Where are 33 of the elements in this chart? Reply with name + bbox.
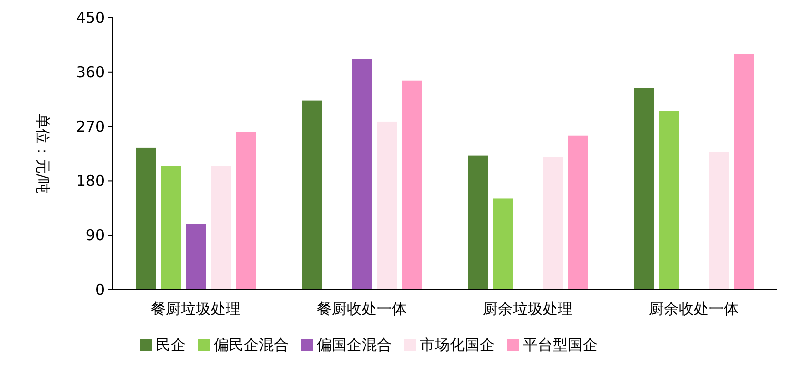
y-axis-title: 单位：元/吨 <box>34 114 52 194</box>
y-tick-label: 270 <box>76 118 105 136</box>
x-tick-label: 厨余收处一体 <box>649 300 739 318</box>
y-tick-label: 180 <box>76 172 105 190</box>
bar <box>236 132 256 290</box>
x-tick-label: 厨余垃圾处理 <box>483 300 573 318</box>
y-tick-label: 90 <box>86 226 105 245</box>
bar <box>493 198 513 290</box>
y-tick-label: 0 <box>95 281 105 299</box>
y-tick-label: 450 <box>76 9 105 27</box>
bar <box>543 157 563 290</box>
bar <box>709 152 729 290</box>
bar <box>568 136 588 290</box>
bar <box>211 166 231 290</box>
bar <box>402 80 422 290</box>
bar <box>136 148 156 290</box>
legend-label: 市场化国企 <box>420 336 495 354</box>
legend-label: 民企 <box>156 336 186 354</box>
bar <box>734 54 754 290</box>
bar <box>161 166 181 290</box>
y-tick-label: 360 <box>76 63 105 82</box>
legend-label: 偏民企混合 <box>214 336 289 354</box>
bar <box>468 156 488 290</box>
x-tick-label: 餐厨收处一体 <box>317 300 407 318</box>
bar <box>634 88 654 290</box>
bar <box>659 111 679 290</box>
legend-label: 偏国企混合 <box>317 336 392 354</box>
legend-label: 平台型国企 <box>523 336 598 354</box>
bar <box>352 59 372 290</box>
bar <box>377 122 397 290</box>
bar <box>186 224 206 290</box>
bar <box>302 100 322 290</box>
x-tick-label: 餐厨垃圾处理 <box>151 300 241 318</box>
